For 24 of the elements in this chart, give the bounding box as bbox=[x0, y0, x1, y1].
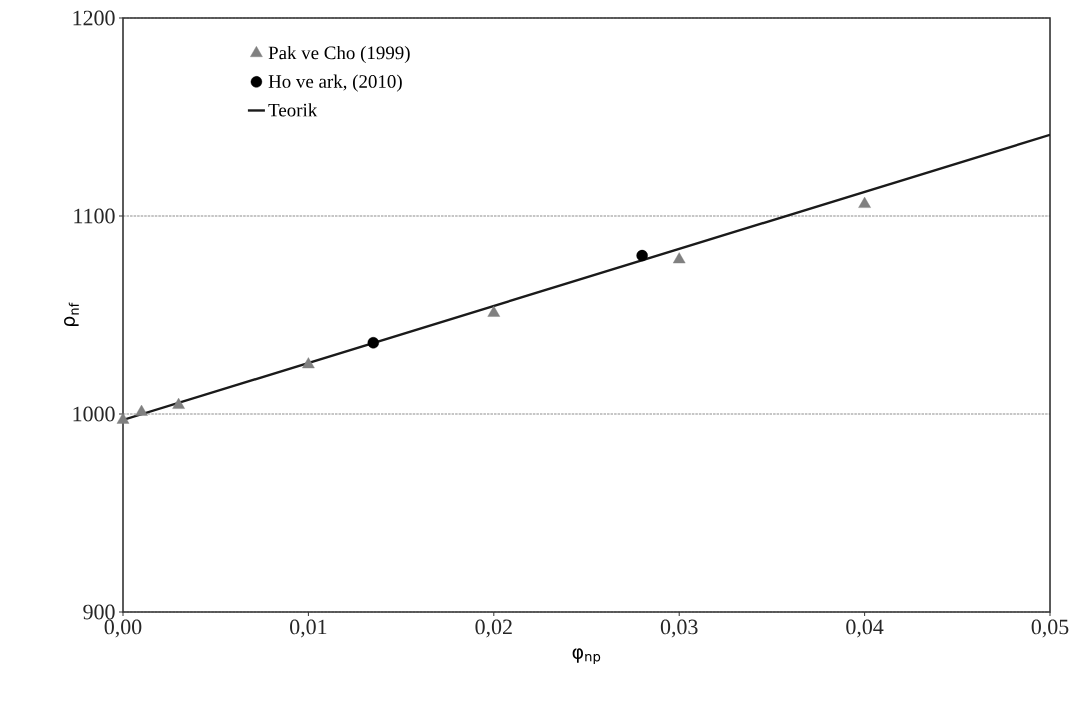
y-tick-label: 1100 bbox=[74, 208, 115, 224]
x-tick-label: 0,00 bbox=[104, 619, 142, 638]
x-tick-label: 0,04 bbox=[846, 619, 884, 638]
x-tick-label: 0,02 bbox=[475, 619, 512, 638]
point bbox=[302, 357, 315, 369]
x-axis-title: φ$_{np}$ bbox=[572, 648, 601, 665]
point bbox=[487, 305, 501, 317]
y-tick-label: 1200 bbox=[73, 10, 115, 26]
y-tick-label: 1000 bbox=[73, 406, 115, 422]
point bbox=[172, 397, 185, 409]
x-tick-label: 0,05 bbox=[1031, 619, 1069, 638]
legend-label: Ho ve ark, (2010) bbox=[268, 74, 402, 92]
point bbox=[116, 412, 130, 424]
x-tick-label: 0,01 bbox=[290, 619, 327, 638]
point bbox=[672, 252, 686, 264]
point bbox=[858, 196, 871, 208]
point bbox=[367, 337, 379, 349]
legend-label: Pak ve Cho (1999) bbox=[268, 45, 410, 64]
point bbox=[636, 249, 648, 262]
y-axis-title: ρ$_{nf}$ bbox=[64, 302, 79, 327]
point bbox=[135, 404, 148, 416]
legend-label: Teorik bbox=[268, 103, 318, 117]
y-tick-label: 900 bbox=[83, 604, 115, 620]
x-tick-label: 0,03 bbox=[660, 619, 698, 638]
